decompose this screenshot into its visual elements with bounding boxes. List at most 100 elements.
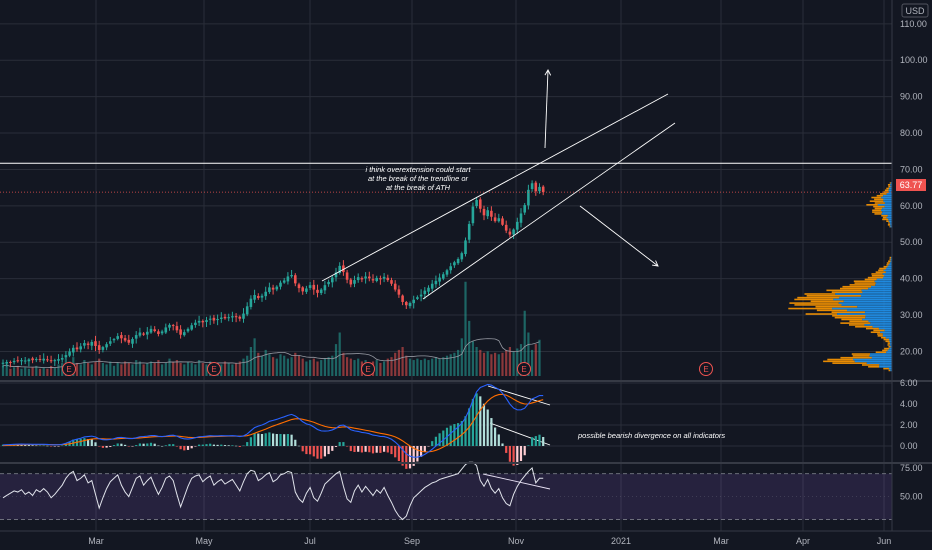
candle[interactable] [75, 347, 79, 350]
candle[interactable] [264, 291, 267, 297]
candle[interactable] [5, 361, 8, 364]
candle[interactable] [512, 229, 515, 235]
candle[interactable] [534, 182, 538, 192]
candle[interactable] [234, 316, 238, 318]
candle[interactable] [146, 331, 149, 335]
candle[interactable] [530, 183, 534, 190]
candle[interactable] [168, 324, 171, 328]
earnings-marker[interactable] [361, 362, 375, 376]
candle[interactable] [197, 320, 201, 323]
candle[interactable] [401, 295, 404, 302]
candle[interactable] [238, 316, 242, 319]
candlesticks[interactable] [1, 180, 545, 368]
candle[interactable] [412, 299, 415, 304]
candle[interactable] [360, 278, 364, 280]
candle[interactable] [490, 210, 493, 217]
candle[interactable] [112, 339, 116, 341]
candle[interactable] [212, 317, 216, 321]
candle[interactable] [393, 283, 397, 290]
candle[interactable] [371, 279, 375, 281]
candle[interactable] [142, 333, 145, 335]
candle[interactable] [223, 316, 227, 319]
candle[interactable] [519, 213, 523, 223]
candle[interactable] [57, 359, 60, 361]
candle[interactable] [164, 327, 168, 333]
candle[interactable] [316, 289, 319, 293]
candle[interactable] [382, 276, 386, 279]
candle[interactable] [105, 344, 108, 348]
candle[interactable] [208, 318, 212, 320]
candle[interactable] [257, 296, 260, 298]
candle[interactable] [231, 316, 234, 318]
candle[interactable] [253, 295, 256, 300]
candle[interactable] [116, 336, 119, 339]
candle[interactable] [260, 295, 264, 298]
candle[interactable] [64, 355, 68, 358]
candle[interactable] [16, 360, 20, 362]
candle[interactable] [438, 277, 441, 282]
candle[interactable] [479, 199, 482, 209]
earnings-marker[interactable] [62, 362, 76, 376]
candle[interactable] [127, 339, 131, 343]
candle[interactable] [416, 297, 419, 299]
candle[interactable] [327, 281, 330, 285]
candle[interactable] [275, 286, 279, 290]
candle[interactable] [123, 338, 127, 341]
candle[interactable] [286, 276, 290, 282]
candle[interactable] [467, 224, 471, 240]
candle[interactable] [442, 274, 445, 279]
candle[interactable] [90, 341, 94, 346]
candle[interactable] [345, 272, 349, 280]
earnings-marker[interactable] [517, 362, 531, 376]
candle[interactable] [109, 341, 112, 344]
candle[interactable] [434, 280, 438, 285]
candle[interactable] [171, 325, 175, 327]
candle[interactable] [338, 265, 341, 273]
candle[interactable] [83, 343, 86, 346]
candle[interactable] [271, 287, 275, 290]
candle[interactable] [12, 360, 16, 363]
candle[interactable] [312, 284, 316, 290]
candle[interactable] [297, 284, 301, 289]
pane-separators[interactable] [0, 0, 932, 532]
candle[interactable] [427, 287, 430, 292]
candle[interactable] [397, 289, 401, 295]
candle[interactable] [201, 321, 205, 323]
candle[interactable] [72, 347, 75, 353]
candle[interactable] [379, 278, 382, 280]
candle[interactable] [31, 358, 34, 361]
candle[interactable] [493, 217, 497, 222]
candle[interactable] [423, 290, 427, 295]
candle[interactable] [375, 277, 378, 282]
candle[interactable] [149, 328, 153, 333]
candle[interactable] [405, 302, 408, 306]
candle[interactable] [1, 362, 5, 364]
candle[interactable] [305, 288, 308, 292]
candle[interactable] [308, 285, 312, 288]
candle[interactable] [49, 360, 53, 362]
candle[interactable] [220, 317, 223, 319]
candle[interactable] [516, 221, 519, 230]
candle[interactable] [334, 272, 338, 278]
candle[interactable] [501, 218, 504, 225]
candle[interactable] [138, 332, 142, 336]
candle[interactable] [445, 270, 449, 275]
candle[interactable] [242, 313, 245, 319]
candle[interactable] [523, 205, 526, 213]
candle[interactable] [408, 303, 412, 307]
candle[interactable] [194, 322, 197, 326]
candle[interactable] [205, 320, 208, 322]
candle[interactable] [471, 206, 475, 224]
candle[interactable] [453, 262, 456, 266]
earnings-marker[interactable] [207, 362, 221, 376]
candle[interactable] [294, 275, 297, 284]
candle[interactable] [349, 279, 353, 285]
candle[interactable] [35, 359, 38, 361]
candle[interactable] [342, 265, 345, 273]
candle[interactable] [23, 360, 27, 362]
candle[interactable] [279, 282, 282, 287]
candle[interactable] [386, 277, 390, 281]
candle[interactable] [508, 231, 512, 235]
candle[interactable] [319, 289, 323, 294]
